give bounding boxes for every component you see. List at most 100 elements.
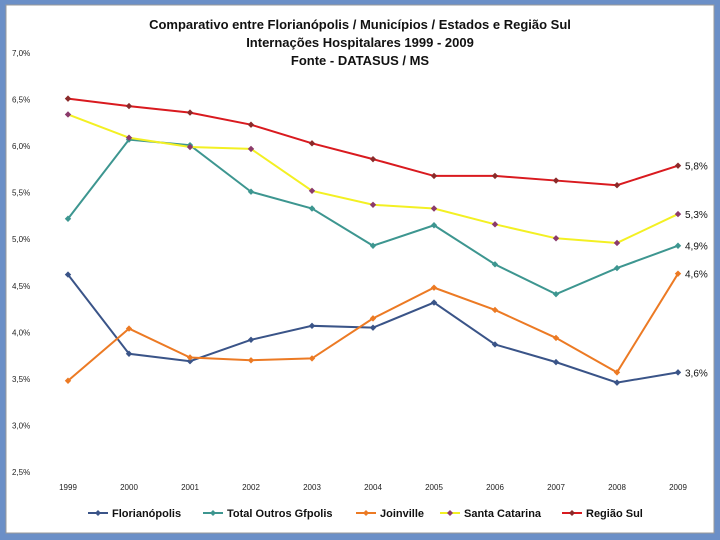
y-tick-label: 3,0% bbox=[12, 421, 30, 430]
x-tick-label: 2003 bbox=[303, 483, 321, 492]
chart-title-line-3: Fonte - DATASUS / MS bbox=[291, 53, 430, 68]
data-point bbox=[186, 143, 194, 151]
data-point bbox=[674, 210, 682, 218]
data-point bbox=[552, 334, 560, 342]
data-point bbox=[491, 261, 499, 268]
data-point bbox=[186, 357, 194, 365]
data-point bbox=[247, 188, 255, 195]
data-point bbox=[308, 205, 316, 212]
data-point bbox=[613, 264, 621, 272]
data-point bbox=[125, 350, 133, 357]
data-point bbox=[369, 315, 377, 322]
data-point bbox=[491, 221, 499, 228]
data-point bbox=[369, 324, 377, 331]
data-point bbox=[430, 284, 438, 291]
data-point bbox=[64, 215, 72, 222]
x-tick-label: 2002 bbox=[242, 483, 260, 492]
legend-label: Santa Catarina bbox=[464, 508, 542, 520]
data-label: 5,3% bbox=[685, 210, 708, 221]
data-point bbox=[674, 369, 682, 376]
x-tick-label: 2005 bbox=[425, 483, 443, 492]
data-point bbox=[64, 111, 72, 118]
data-point bbox=[430, 222, 438, 229]
data-label: 4,9% bbox=[685, 242, 708, 253]
data-point bbox=[674, 242, 682, 249]
y-tick-label: 7,0% bbox=[12, 49, 30, 58]
y-tick-label: 5,0% bbox=[12, 235, 30, 244]
data-point bbox=[613, 369, 621, 376]
legend-entry: Região Sul bbox=[562, 508, 643, 520]
data-point bbox=[552, 235, 560, 242]
data-point bbox=[64, 271, 72, 278]
x-tick-label: 2000 bbox=[120, 483, 138, 492]
data-point bbox=[308, 187, 316, 195]
x-axis: 1999 2000 2001 2002 2003 2004 2005 2006 2007 2008… bbox=[59, 483, 687, 492]
data-point bbox=[125, 134, 133, 141]
data-point bbox=[64, 377, 72, 384]
legend-swatch-marker bbox=[569, 510, 575, 516]
x-tick-label: 2006 bbox=[486, 483, 504, 492]
data-point bbox=[308, 322, 316, 330]
data-point bbox=[430, 205, 438, 212]
data-point bbox=[491, 341, 499, 348]
legend-swatch-marker bbox=[447, 510, 453, 516]
data-point bbox=[369, 155, 377, 163]
legend-swatch-marker bbox=[95, 510, 101, 516]
legend-entry: Total Outros Gfpolis bbox=[203, 508, 333, 520]
data-point bbox=[674, 162, 682, 169]
data-point bbox=[247, 121, 255, 128]
data-point bbox=[430, 172, 438, 180]
data-point bbox=[369, 201, 377, 208]
x-tick-label: 1999 bbox=[59, 483, 77, 492]
data-point bbox=[247, 145, 255, 153]
data-point bbox=[613, 182, 621, 189]
data-point bbox=[613, 379, 621, 386]
y-tick-label: 6,5% bbox=[12, 96, 30, 105]
chart-title-line-2: Internações Hospitalares 1999 - 2009 bbox=[246, 35, 474, 50]
legend-label: Joinville bbox=[380, 508, 424, 520]
data-label: 3,6% bbox=[685, 368, 708, 379]
data-label: 5,8% bbox=[685, 162, 708, 173]
data-point bbox=[613, 239, 621, 247]
series-florian-polis: 3,6% bbox=[64, 271, 708, 386]
series-santa-catarina: 5,3% bbox=[64, 111, 708, 247]
data-point bbox=[64, 95, 72, 102]
y-tick-label: 6,0% bbox=[12, 142, 30, 151]
data-point bbox=[369, 242, 377, 249]
data-point bbox=[247, 336, 255, 343]
data-label: 4,6% bbox=[685, 270, 708, 281]
x-tick-label: 2001 bbox=[181, 483, 199, 492]
chart-area bbox=[5, 4, 715, 534]
series-layer: 3,6% 4,9% 4,6% 5,3% 5,8% bbox=[64, 95, 708, 386]
data-point bbox=[674, 270, 682, 277]
legend-label: Total Outros Gfpolis bbox=[227, 508, 333, 520]
x-tick-label: 2009 bbox=[669, 483, 687, 492]
y-tick-label: 4,0% bbox=[12, 328, 30, 337]
data-point bbox=[308, 355, 316, 362]
x-tick-label: 2004 bbox=[364, 483, 382, 492]
legend: Florianópolis Total Outros Gfpolis Joinvil… bbox=[88, 508, 643, 520]
data-point bbox=[491, 306, 499, 314]
data-point bbox=[247, 357, 255, 364]
legend-swatch-marker bbox=[363, 510, 369, 516]
data-point bbox=[491, 172, 499, 180]
x-tick-label: 2007 bbox=[547, 483, 565, 492]
legend-entry: Joinville bbox=[356, 508, 424, 520]
data-point bbox=[552, 290, 560, 298]
legend-swatch-marker bbox=[210, 510, 216, 516]
data-point bbox=[186, 354, 194, 361]
series-regi-o-sul: 5,8% bbox=[64, 95, 708, 189]
legend-entry: Santa Catarina bbox=[440, 508, 542, 520]
legend-label: Florianópolis bbox=[112, 508, 181, 520]
data-point bbox=[552, 358, 560, 366]
data-point bbox=[125, 325, 133, 332]
data-point bbox=[308, 140, 316, 147]
x-tick-label: 2008 bbox=[608, 483, 626, 492]
y-tick-label: 5,5% bbox=[12, 189, 30, 198]
series-joinville: 4,6% bbox=[64, 270, 708, 384]
y-axis: 2,5% 3,0% 3,5% 4,0% 4,5% 5,0% 5,5% 6,0% 6,5% 7,0% bbox=[12, 49, 30, 477]
data-point bbox=[186, 109, 194, 116]
y-tick-label: 3,5% bbox=[12, 375, 30, 384]
chart-title-line-1: Comparativo entre Florianópolis / Municí… bbox=[149, 17, 571, 32]
